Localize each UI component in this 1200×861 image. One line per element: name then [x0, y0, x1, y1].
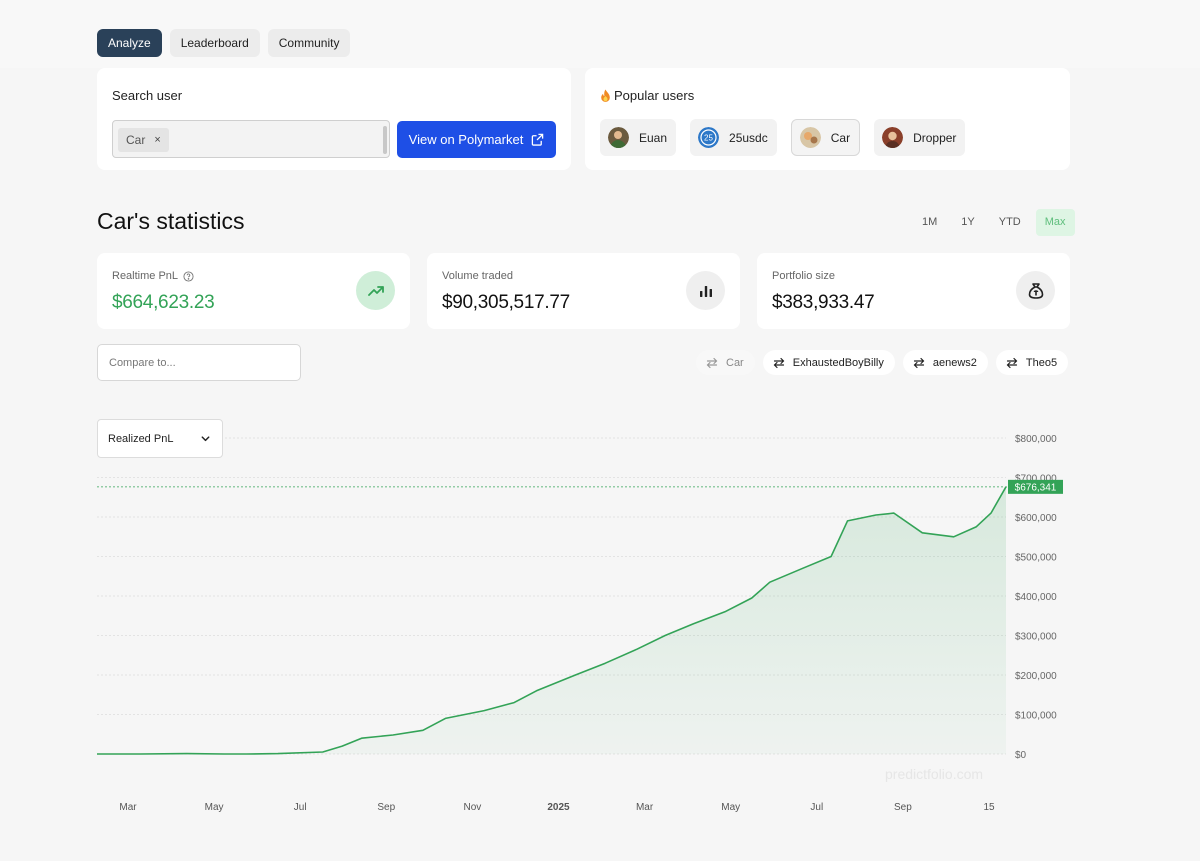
search-label: Search user	[112, 88, 183, 103]
x-tick-label: Sep	[377, 802, 395, 813]
pnl-value: $664,623.23	[112, 292, 215, 313]
trending-up-icon	[356, 271, 395, 310]
input-scrollbar[interactable]	[383, 126, 387, 154]
chip-label: Car	[126, 133, 146, 147]
x-tick-label: Nov	[464, 802, 482, 813]
x-tick-label: Mar	[636, 802, 654, 813]
pnl-area	[97, 486, 1006, 754]
help-icon[interactable]	[183, 270, 194, 282]
tab-leaderboard[interactable]: Leaderboard	[169, 29, 260, 57]
y-tick-label: $300,000	[1015, 632, 1057, 643]
portfolio-value: $383,933.47	[772, 292, 875, 313]
popular-user-name: Euan	[639, 130, 668, 145]
pnl-line	[97, 486, 1007, 755]
popular-user-name: 25usdc	[729, 130, 768, 145]
compare-chip-car[interactable]: Car	[696, 350, 755, 375]
selected-user-chip: Car ×	[118, 128, 169, 152]
popular-user-name: Car	[830, 130, 851, 145]
popular-user-euan[interactable]: Euan	[600, 119, 677, 156]
y-tick-label: $200,000	[1015, 671, 1057, 682]
y-tick-label: $600,000	[1015, 513, 1057, 524]
svg-text:25: 25	[704, 134, 713, 143]
portfolio-label: Portfolio size	[772, 270, 835, 282]
x-tick-label: Jul	[294, 802, 307, 813]
avatar	[608, 127, 629, 148]
metric-select[interactable]: Realized PnL	[97, 419, 223, 458]
volume-value: $90,305,517.77	[442, 292, 570, 313]
popular-users-list: Euan 25 25usdc Car Dropper	[600, 119, 966, 156]
pnl-label: Realtime PnL	[112, 270, 179, 282]
y-tick-label: $0	[1015, 750, 1027, 761]
y-tick-label: $100,000	[1015, 711, 1057, 722]
remove-chip-icon[interactable]: ×	[154, 134, 161, 146]
x-tick-label: Sep	[894, 802, 912, 813]
range-ytd[interactable]: YTD	[998, 216, 1021, 228]
stat-card-pnl: Realtime PnL $664,623.23	[97, 253, 410, 329]
popular-users-label: Popular users	[614, 88, 695, 103]
range-max[interactable]: Max	[1035, 209, 1075, 236]
range-selector: 1M 1Y YTD Max	[913, 209, 1075, 236]
y-tick-label: $400,000	[1015, 592, 1057, 603]
avatar	[799, 127, 821, 148]
compare-chip-label: ExhaustedBoyBilly	[792, 356, 884, 369]
bar-chart-icon	[686, 271, 725, 310]
compare-input[interactable]	[97, 344, 301, 381]
external-link-icon	[532, 133, 544, 146]
popular-user-dropper[interactable]: Dropper	[874, 119, 966, 156]
page-title: Car's statistics	[97, 208, 245, 234]
y-tick-label: $700,000	[1015, 474, 1057, 485]
compare-chip-exhaustedboybilly[interactable]: ExhaustedBoyBilly	[762, 350, 895, 375]
swap-icon	[913, 357, 925, 368]
stat-card-volume: Volume traded $90,305,517.77	[427, 253, 740, 329]
compare-chip-aenews2[interactable]: aenews2	[902, 350, 988, 375]
volume-label: Volume traded	[442, 270, 513, 282]
fire-icon	[601, 89, 610, 102]
compare-chip-label: aenews2	[932, 356, 977, 369]
money-bag-icon	[1016, 271, 1055, 310]
current-value-badge: $676,341	[1008, 479, 1063, 494]
compare-chip-label: Theo5	[1025, 356, 1058, 369]
compare-chip-label: Car	[726, 356, 744, 369]
realized-pnl-chart: $800,000 $700,000 $600,000 $500,000 $400,000…	[97, 434, 1063, 813]
watermark: predictfolio.com	[885, 766, 983, 782]
view-on-polymarket-button[interactable]: View on Polymarket	[397, 121, 556, 158]
tab-community[interactable]: Community	[267, 29, 351, 57]
popular-users-heading: Popular users	[600, 88, 694, 103]
main-tabs: Analyze Leaderboard Community	[97, 29, 351, 57]
popular-user-name: Dropper	[913, 130, 957, 145]
popular-users-card: Popular users Euan 25 25usdc	[585, 68, 1070, 170]
popular-user-car[interactable]: Car	[790, 119, 861, 156]
range-1m[interactable]: 1M	[922, 216, 938, 228]
swap-icon	[773, 357, 785, 368]
stat-card-portfolio: Portfolio size $383,933.47	[757, 253, 1070, 329]
y-tick-label: $800,000	[1015, 434, 1057, 445]
y-tick-label: $500,000	[1015, 553, 1057, 564]
x-tick-label: May	[721, 802, 740, 813]
polymarket-button-label: View on Polymarket	[408, 132, 524, 147]
x-tick-label: Mar	[119, 802, 137, 813]
avatar	[882, 127, 904, 148]
x-tick-label: Jul	[810, 802, 823, 813]
range-1y[interactable]: 1Y	[961, 216, 975, 228]
current-value-label: $676,341	[1015, 482, 1057, 493]
popular-user-25usdc[interactable]: 25 25usdc	[690, 119, 777, 156]
pnl-label-row: Realtime PnL	[112, 270, 194, 282]
metric-select-value: Realized PnL	[108, 432, 174, 445]
swap-icon	[706, 357, 718, 368]
compare-chips: Car ExhaustedBoyBilly aenews2 Theo5	[696, 350, 1069, 375]
x-tick-label: 15	[983, 802, 995, 813]
swap-icon	[1006, 357, 1018, 368]
x-tick-label: 2025	[547, 802, 570, 813]
x-tick-label: May	[205, 802, 224, 813]
avatar: 25	[698, 127, 720, 148]
x-axis: Mar May Jul Sep Nov 2025 Mar May Jul Sep 15	[119, 802, 995, 813]
chevron-down-icon	[201, 436, 210, 442]
search-input[interactable]: Car ×	[112, 120, 390, 158]
compare-chip-theo5[interactable]: Theo5	[995, 350, 1069, 375]
search-card: Search user Car × View on Polymarket	[97, 68, 571, 170]
y-axis: $800,000 $700,000 $600,000 $500,000 $400,000…	[1015, 434, 1057, 761]
tab-analyze[interactable]: Analyze	[97, 29, 162, 57]
